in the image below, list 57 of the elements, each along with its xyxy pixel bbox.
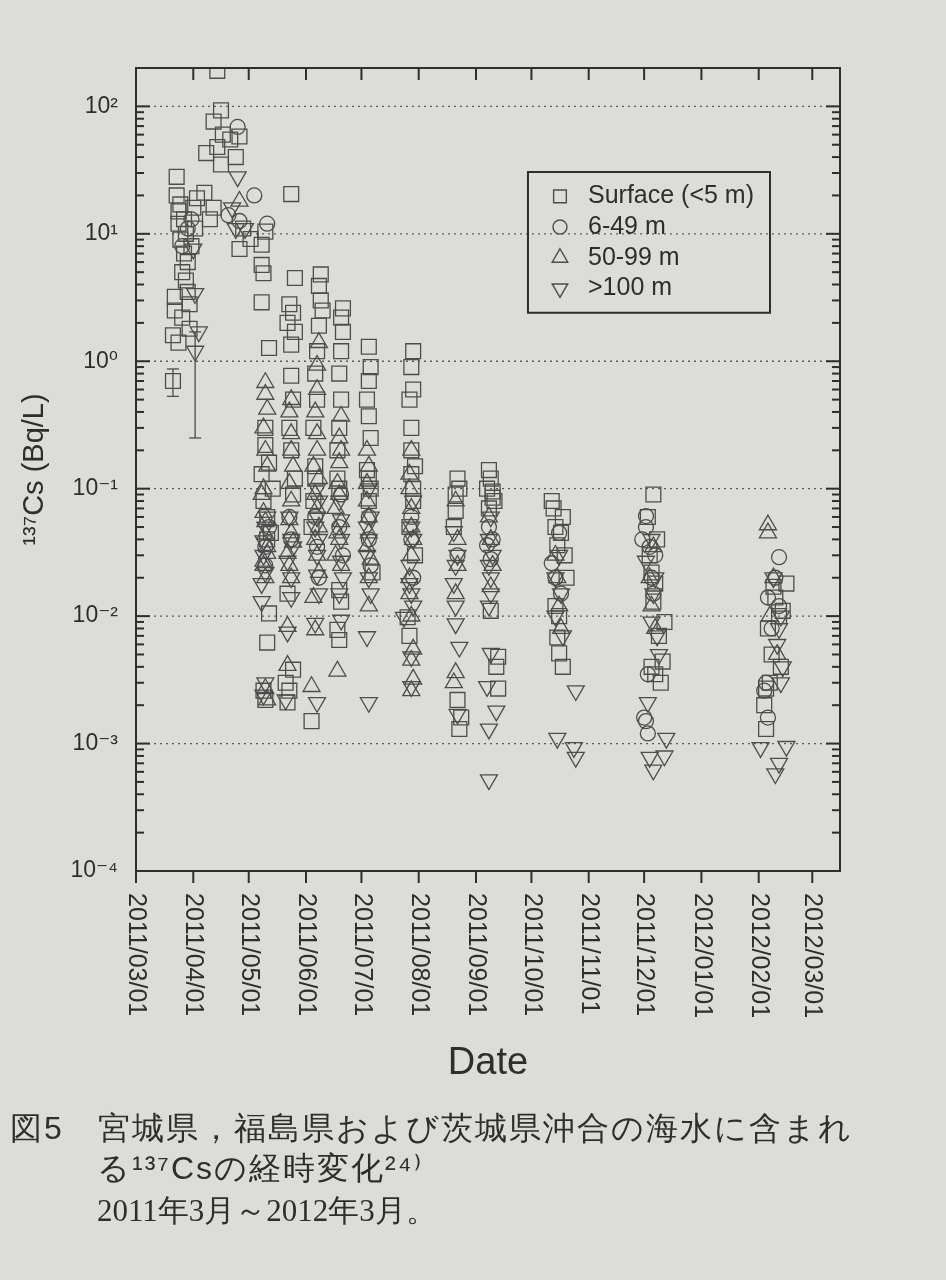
y-tick-label: 10⁰	[83, 346, 118, 373]
point	[639, 725, 656, 742]
point	[281, 508, 298, 526]
x-tick-label: 2011/06/01	[294, 893, 323, 1017]
x-tick-label: 2011/07/01	[349, 893, 378, 1017]
point	[767, 569, 784, 586]
point	[757, 674, 775, 691]
point	[637, 712, 655, 730]
point	[550, 524, 568, 542]
legend-label: 50-99 m	[587, 241, 680, 270]
point	[637, 518, 655, 536]
y-axis-title: ¹³⁷Cs (Bq/L)	[17, 393, 50, 546]
x-tick-label: 2012/01/01	[689, 893, 718, 1019]
point	[647, 547, 664, 564]
point	[756, 682, 773, 699]
x-tick-label: 2012/02/01	[746, 893, 775, 1019]
legend-label: Surface (<5 m)	[587, 180, 754, 209]
x-tick-label: 2011/10/01	[519, 893, 548, 1017]
y-tick-label: 10⁻³	[72, 728, 119, 755]
point	[307, 508, 324, 526]
x-tick-label: 2011/04/01	[181, 893, 210, 1017]
x-axis-title: Date	[447, 1039, 529, 1082]
point	[645, 585, 662, 602]
y-tick-label: 10²	[84, 91, 119, 118]
text: 2011年3月～2012年3月。	[97, 1192, 438, 1230]
point	[484, 531, 501, 548]
point	[449, 547, 466, 564]
legend-label: >100 m	[587, 272, 673, 301]
y-tick-label: 10¹	[84, 219, 119, 246]
point	[770, 597, 788, 615]
x-tick-label: 2011/11/01	[576, 893, 605, 1015]
point	[310, 569, 328, 586]
point	[637, 507, 655, 525]
point	[759, 589, 777, 606]
point	[246, 187, 263, 204]
x-tick-label: 2012/03/01	[800, 893, 829, 1019]
point	[770, 549, 788, 566]
x-tick-label: 2011/03/01	[124, 893, 153, 1017]
point	[759, 709, 777, 726]
point	[259, 215, 276, 232]
y-tick-label: 10⁻²	[72, 601, 119, 628]
point	[403, 508, 420, 526]
point	[183, 211, 200, 228]
point	[635, 709, 653, 726]
x-tick-label: 2011/12/01	[632, 893, 661, 1017]
x-tick-label: 2011/08/01	[406, 893, 435, 1017]
y-tick-label: 10⁻⁴	[70, 856, 118, 883]
point	[639, 666, 656, 683]
caption: 図5 宮城県，福島県および茨城県沖合の海水に含まれる¹³⁷Csの経時変化²⁴⁾	[10, 1109, 854, 1188]
point	[478, 537, 496, 554]
x-tick-label: 2011/05/01	[236, 893, 265, 1017]
y-tick-label: 10⁻¹	[72, 474, 119, 501]
point	[360, 508, 377, 526]
point	[229, 118, 246, 136]
point	[179, 220, 196, 237]
x-tick-label: 2011/09/01	[464, 893, 493, 1017]
legend-label: 6-49 m	[587, 210, 666, 239]
